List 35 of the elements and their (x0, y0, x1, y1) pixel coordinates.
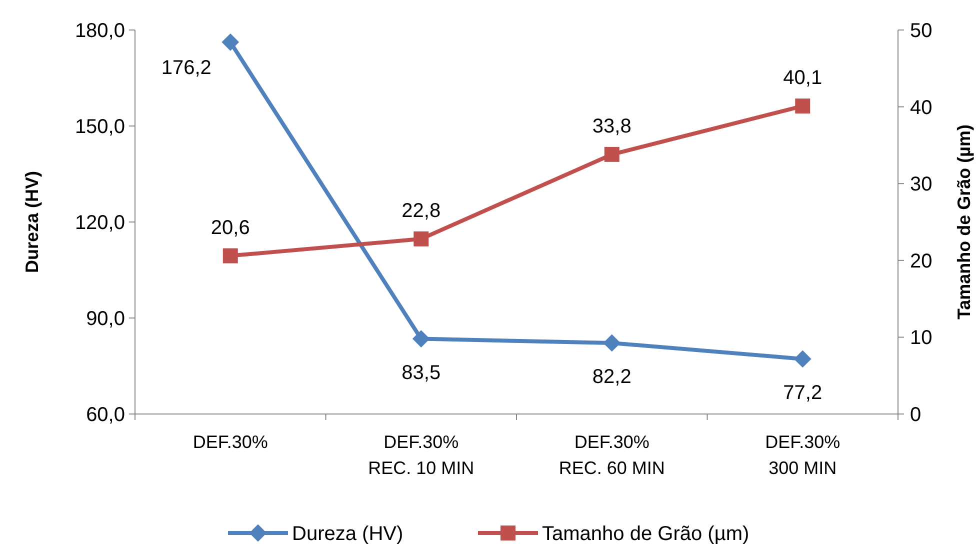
data-label: 22,8 (402, 200, 441, 222)
x-tick-label: DEF.30% (192, 432, 268, 452)
point (222, 34, 239, 51)
point (412, 330, 430, 348)
point (604, 146, 620, 162)
y-tick-label: 90,0 (86, 308, 125, 330)
data-label: 33,8 (592, 115, 632, 138)
y-tick-label: 120,0 (74, 212, 125, 234)
y2-tick-label: 50 (910, 20, 932, 42)
data-label: 176,2 (161, 57, 212, 80)
y-tick-label: 180,0 (74, 20, 125, 42)
point (222, 248, 238, 264)
data-label: 40,1 (783, 67, 822, 90)
legend-label: Dureza (HV) (292, 523, 404, 544)
point (795, 98, 810, 114)
y2-tick-label: 20 (910, 250, 932, 272)
y2-axis-title: Tamanho de Grão (µm) (954, 124, 974, 320)
y2-tick-label: 0 (910, 404, 922, 426)
y2-tick-label: 40 (910, 96, 932, 119)
y-axis-title: Dureza (HV) (22, 170, 42, 274)
x-tick-label: DEF.30% 300 MIN (765, 432, 840, 478)
data-label: 77,2 (783, 382, 822, 404)
point (414, 231, 429, 246)
data-label: 20,6 (210, 216, 250, 239)
legend-label: Tamanho de Grão (µm) (542, 523, 750, 544)
y2-tick-label: 30 (910, 174, 932, 196)
point (603, 334, 620, 352)
data-label: 83,5 (402, 362, 441, 384)
x-tick-label: DEF.30% REC. 60 MIN (558, 432, 665, 478)
point (794, 350, 812, 368)
y-tick-label: 150,0 (74, 116, 125, 138)
y2-tick-label: 10 (910, 327, 932, 350)
data-label: 82,2 (592, 366, 632, 388)
x-tick-label: DEF.30% REC. 10 MIN (368, 432, 474, 478)
y-tick-label: 60,0 (86, 404, 125, 426)
